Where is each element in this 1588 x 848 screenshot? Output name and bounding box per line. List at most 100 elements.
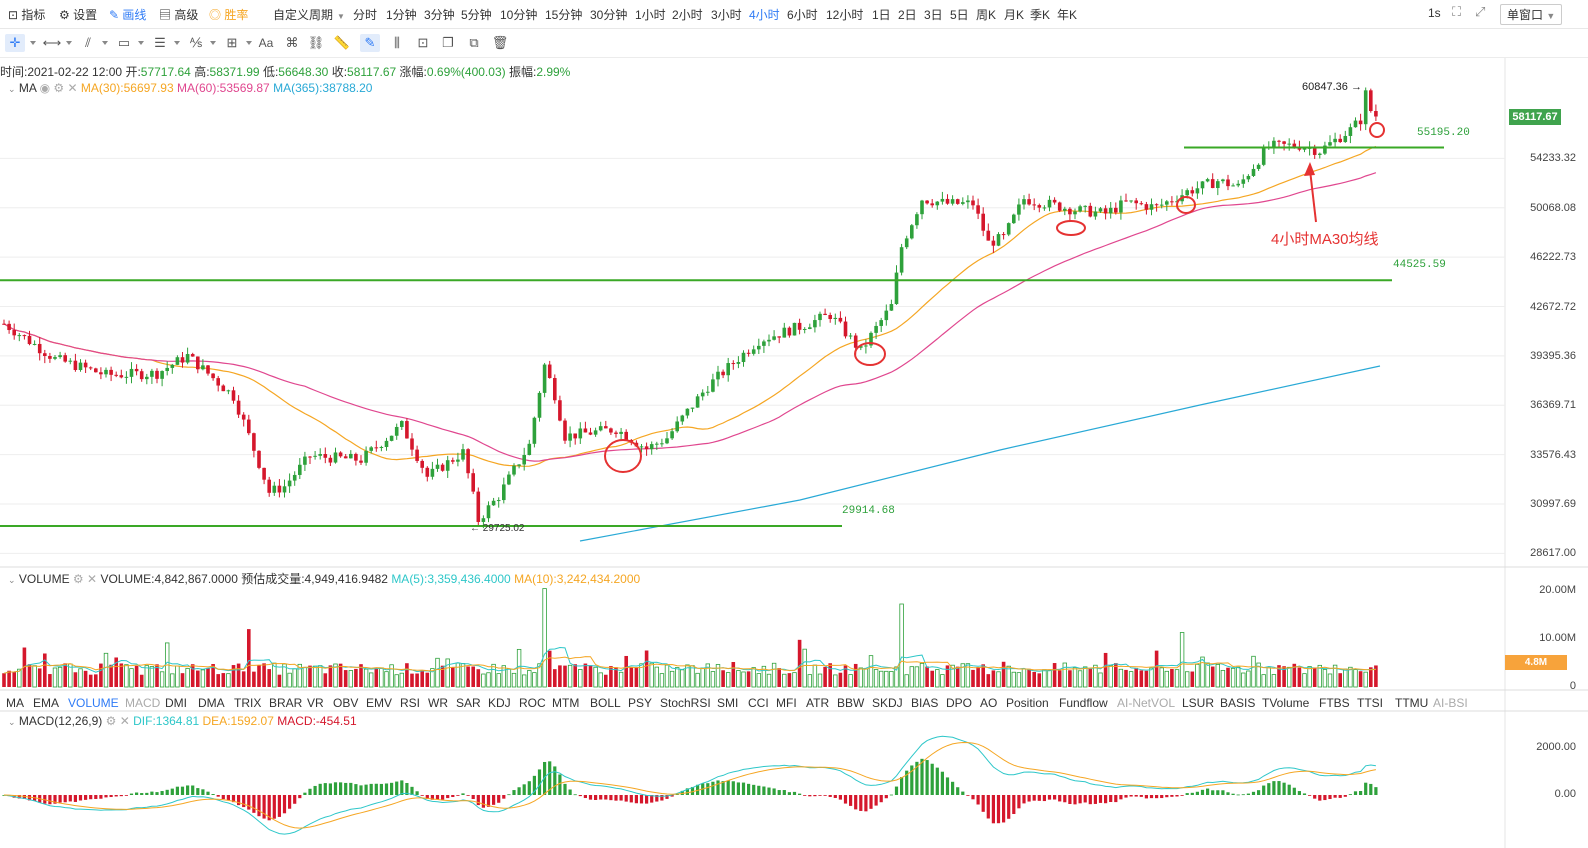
indicator-tab[interactable]: AI-NetVOL [1117, 696, 1176, 710]
eye-icon[interactable]: ◉ [39, 81, 51, 95]
indicator-tab[interactable]: TRIX [234, 696, 262, 710]
period-tab[interactable]: 5分钟 [461, 8, 492, 22]
indicator-tab[interactable]: MFI [776, 696, 797, 710]
settings-icon[interactable]: ⚙ [72, 572, 84, 586]
period-tab[interactable]: 3小时 [711, 8, 742, 22]
period-tab[interactable]: 1小时 [635, 8, 666, 22]
indicator-tab[interactable]: BOLL [590, 696, 621, 710]
indicator-tab[interactable]: BBW [837, 696, 865, 710]
indicator-tab[interactable]: ROC [519, 696, 546, 710]
rectangle-tool-icon[interactable]: ▭ [117, 35, 131, 50]
period-tab[interactable]: 2日 [898, 8, 917, 22]
indicator-tab[interactable]: KDJ [488, 696, 511, 710]
indicator-tab[interactable]: ATR [806, 696, 830, 710]
indicator-tab[interactable]: AI-BSI [1433, 696, 1468, 710]
indicator-tab[interactable]: VR [307, 696, 324, 710]
bars-tool-icon[interactable]: ⫼ [394, 35, 400, 50]
topbar-item-target[interactable]: ◎ 胜率 [209, 6, 248, 23]
period-tab[interactable]: 年K [1057, 8, 1078, 22]
indicator-tab[interactable]: BRAR [269, 696, 303, 710]
chevron-down-icon[interactable]: ⌄ [8, 84, 16, 94]
parallel-lines-tool-icon[interactable]: ☰ [154, 35, 166, 50]
trash-icon[interactable]: 🗑 [491, 35, 509, 50]
indicator-tab[interactable]: MA [6, 696, 24, 710]
period-tab[interactable]: 月K [1004, 8, 1025, 22]
draw-mode-icon[interactable]: ✎ [360, 34, 380, 52]
period-tab[interactable]: 分时 [353, 8, 378, 22]
period-tab[interactable]: 季K [1030, 8, 1051, 22]
settings-icon[interactable]: ⚙ [53, 81, 65, 95]
indicator-tab[interactable]: FTBS [1319, 696, 1350, 710]
indicator-tab[interactable]: BASIS [1220, 696, 1256, 710]
chevron-down-icon[interactable] [30, 41, 36, 45]
period-tab[interactable]: 5日 [950, 8, 969, 22]
expand-icon[interactable]: ⤢ [1475, 4, 1486, 19]
indicator-tab[interactable]: TVolume [1262, 696, 1310, 710]
measure-tool-icon[interactable]: ⊞ [226, 35, 238, 50]
period-tab[interactable]: 3日 [924, 8, 943, 22]
indicator-tab[interactable]: LSUR [1182, 696, 1215, 710]
indicator-tab[interactable]: WR [428, 696, 448, 710]
indicator-tab[interactable]: DMI [165, 696, 187, 710]
indicator-tab[interactable]: RSI [400, 696, 421, 710]
indicator-tab[interactable]: TTSI [1357, 696, 1383, 710]
chevron-down-icon[interactable] [102, 41, 108, 45]
period-tab[interactable]: 6小时 [787, 8, 818, 22]
topbar-item-pencil[interactable]: ✎ 画线 [109, 6, 146, 23]
period-tab[interactable]: 2小时 [672, 8, 703, 22]
topbar-item-chart[interactable]: ⊡ 指标 [8, 6, 45, 23]
indicator-tab[interactable]: AO [980, 696, 998, 710]
indicator-tab[interactable]: OBV [333, 696, 359, 710]
fib-tool-icon[interactable]: ⅍ [189, 35, 203, 50]
chevron-down-icon[interactable] [246, 41, 252, 45]
settings-icon[interactable]: ⚙ [105, 714, 117, 728]
chevron-down-icon[interactable] [138, 41, 144, 45]
link-tool-icon[interactable]: ⛓ [307, 35, 325, 50]
window-mode-select[interactable]: 单窗口 ▼ [1500, 4, 1563, 25]
text-tool-icon[interactable]: Aa [258, 36, 274, 50]
crosshair-tool-icon[interactable]: ✛ [5, 34, 25, 52]
indicator-tab[interactable]: EMA [33, 696, 60, 710]
indicator-tab[interactable]: DMA [198, 696, 225, 710]
indicator-tab[interactable]: Fundflow [1059, 696, 1108, 710]
indicator-tab[interactable]: Position [1006, 696, 1049, 710]
chevron-down-icon[interactable] [210, 41, 216, 45]
indicator-tab[interactable]: BIAS [911, 696, 939, 710]
indicator-tab[interactable]: DPO [946, 696, 973, 710]
topbar-item-layout[interactable]: ▤ 高级 [159, 6, 198, 23]
close-icon[interactable]: ✕ [119, 714, 130, 728]
period-tab[interactable]: 周K [976, 8, 997, 22]
period-tab[interactable]: 10分钟 [500, 8, 538, 22]
magnet-tool-icon[interactable]: ⌘ [285, 35, 299, 50]
horizontal-ray-tool-icon[interactable]: ⟷ [42, 35, 62, 50]
screenshot-icon[interactable]: ⧉ [469, 35, 479, 50]
indicator-tab[interactable]: CCI [748, 696, 769, 710]
period-tab[interactable]: 1分钟 [386, 8, 417, 22]
fullscreen-icon[interactable]: ⛶ [1452, 4, 1462, 19]
period-tab[interactable]: 30分钟 [590, 8, 628, 22]
close-icon[interactable]: ✕ [67, 81, 78, 95]
indicator-tab[interactable]: PSY [628, 696, 653, 710]
indicator-tab[interactable]: SMI [717, 696, 739, 710]
indicator-tab[interactable]: MACD [125, 696, 161, 710]
period-tab[interactable]: 1日 [872, 8, 891, 22]
ruler-tool-icon[interactable]: 📏 [333, 35, 351, 50]
period-tab[interactable]: 4小时 [749, 8, 780, 22]
custom-period-select[interactable]: 自定义周期 ▼ [273, 6, 345, 23]
lock-icon[interactable]: ⊡ [417, 35, 429, 50]
period-tab[interactable]: 12小时 [826, 8, 864, 22]
indicator-tab[interactable]: SKDJ [872, 696, 903, 710]
trendline-tool-icon[interactable]: ⫽ [85, 35, 91, 50]
chevron-down-icon[interactable] [66, 41, 72, 45]
chevron-down-icon[interactable]: ⌄ [8, 717, 16, 727]
indicator-tab[interactable]: MTM [552, 696, 580, 710]
indicator-tab[interactable]: StochRSI [660, 696, 711, 710]
indicator-tab[interactable]: SAR [456, 696, 481, 710]
chevron-down-icon[interactable]: ⌄ [8, 575, 16, 585]
period-tab[interactable]: 15分钟 [545, 8, 583, 22]
copy-icon[interactable]: ❐ [442, 35, 454, 50]
indicator-tab[interactable]: TTMU [1395, 696, 1429, 710]
period-tab[interactable]: 3分钟 [424, 8, 455, 22]
indicator-tab[interactable]: VOLUME [68, 696, 119, 710]
